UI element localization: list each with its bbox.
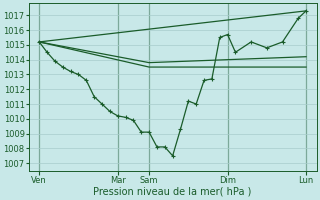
X-axis label: Pression niveau de la mer( hPa ): Pression niveau de la mer( hPa )	[93, 187, 252, 197]
